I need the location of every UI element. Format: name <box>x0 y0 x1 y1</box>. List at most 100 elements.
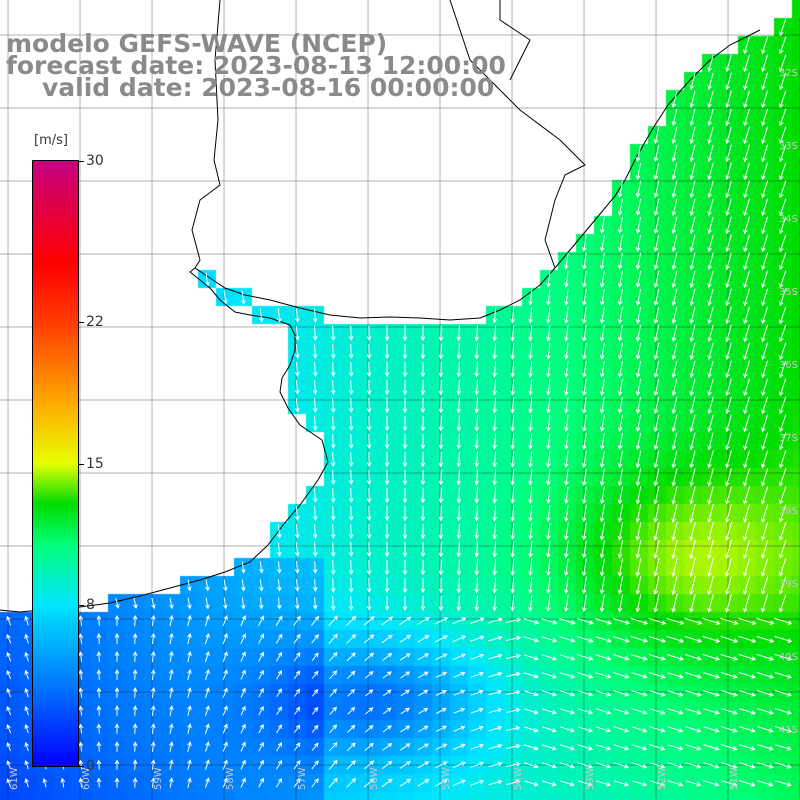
wind-arrow <box>671 270 678 289</box>
wind-arrow <box>205 777 210 788</box>
wind-arrow <box>528 505 533 522</box>
wind-arrow <box>435 761 448 769</box>
wind-arrow <box>581 343 587 360</box>
wind-arrow <box>259 308 264 323</box>
wind-arrow <box>761 198 769 217</box>
wind-arrow <box>384 559 390 576</box>
wind-arrow <box>6 706 12 716</box>
wind-arrow <box>761 468 769 487</box>
wind-arrow <box>667 708 684 715</box>
wind-arrow <box>689 126 696 145</box>
wind-arrow <box>402 559 408 576</box>
wind-arrow <box>635 306 642 325</box>
wind-arrow <box>474 451 480 468</box>
wind-arrow <box>689 72 696 91</box>
wind-arrow <box>456 505 462 522</box>
wind-arrow <box>743 450 750 469</box>
wind-arrow <box>702 654 721 661</box>
wind-arrow <box>456 577 462 594</box>
wind-arrow <box>96 741 102 752</box>
wind-arrow <box>187 741 192 752</box>
longitude-label: 57W <box>297 767 308 790</box>
wind-arrow <box>311 724 319 733</box>
wind-arrow <box>725 162 732 181</box>
wind-arrow <box>743 539 751 560</box>
wind-arrow <box>312 561 318 574</box>
wind-arrow <box>96 633 102 644</box>
wind-arrow <box>617 540 624 559</box>
wind-arrow <box>563 504 569 523</box>
wind-arrow <box>760 557 769 577</box>
wind-arrow <box>595 636 612 643</box>
wind-arrow <box>258 651 264 662</box>
wind-arrow <box>666 617 685 625</box>
wind-arrow <box>774 617 793 625</box>
wind-arrow <box>187 597 192 610</box>
wind-arrow <box>649 780 666 787</box>
wind-arrow <box>631 708 648 715</box>
wind-arrow <box>169 632 174 645</box>
wind-arrow <box>399 616 412 626</box>
wind-arrow <box>599 450 605 469</box>
wind-arrow <box>348 469 354 486</box>
wind-arrow <box>384 541 390 558</box>
wind-arrow <box>438 541 444 558</box>
wind-arrow <box>312 308 318 323</box>
wind-arrow <box>703 726 720 733</box>
wind-arrow <box>546 451 551 468</box>
colorbar-tick-label: 15 <box>86 455 104 472</box>
wind-arrow <box>564 594 569 613</box>
wind-arrow <box>671 575 678 596</box>
wind-arrow <box>330 326 336 341</box>
wind-arrow <box>132 723 138 734</box>
wind-arrow <box>761 288 769 307</box>
wind-arrow <box>330 344 336 359</box>
wind-arrow <box>761 594 769 613</box>
wind-arrow <box>707 54 714 73</box>
wind-arrow <box>132 705 138 716</box>
wind-arrow <box>294 524 300 539</box>
wind-arrow <box>293 615 301 626</box>
wind-arrow <box>420 595 426 612</box>
wind-arrow <box>384 451 390 468</box>
wind-arrow <box>725 216 732 235</box>
wind-arrow <box>402 523 408 540</box>
wind-arrow <box>635 539 642 560</box>
wind-arrow <box>150 669 156 680</box>
wind-arrow <box>635 576 642 595</box>
wind-arrow <box>348 541 354 558</box>
wind-arrow <box>564 450 569 469</box>
wind-arrow <box>671 360 678 379</box>
wind-arrow <box>581 325 587 342</box>
wind-arrow <box>743 72 750 91</box>
wind-arrow <box>779 288 787 307</box>
wind-arrow <box>453 671 466 678</box>
wind-arrow <box>276 741 283 752</box>
wind-arrow <box>420 379 426 396</box>
wind-arrow <box>240 597 246 610</box>
wind-arrow <box>150 650 156 663</box>
wind-arrow <box>187 777 192 788</box>
wind-arrow <box>743 162 750 181</box>
wind-arrow <box>577 726 594 733</box>
wind-arrow <box>312 506 318 521</box>
wind-arrow <box>743 324 750 343</box>
wind-arrow <box>779 450 787 469</box>
wind-arrow <box>617 378 623 397</box>
wind-arrow <box>595 708 612 715</box>
wind-arrow <box>402 451 408 468</box>
wind-arrow <box>778 540 787 559</box>
wind-arrow <box>779 126 787 145</box>
wind-arrow <box>725 90 732 109</box>
wind-arrow <box>276 561 282 574</box>
wind-arrow <box>366 505 372 522</box>
wind-arrow <box>564 486 569 505</box>
wind-arrow <box>779 360 787 379</box>
wind-arrow <box>402 433 408 450</box>
wind-arrow <box>635 432 642 451</box>
wind-arrow <box>738 654 757 661</box>
wind-arrow <box>524 780 539 787</box>
wind-arrow <box>311 615 320 626</box>
wind-arrow <box>689 324 696 343</box>
wind-arrow <box>384 487 390 504</box>
